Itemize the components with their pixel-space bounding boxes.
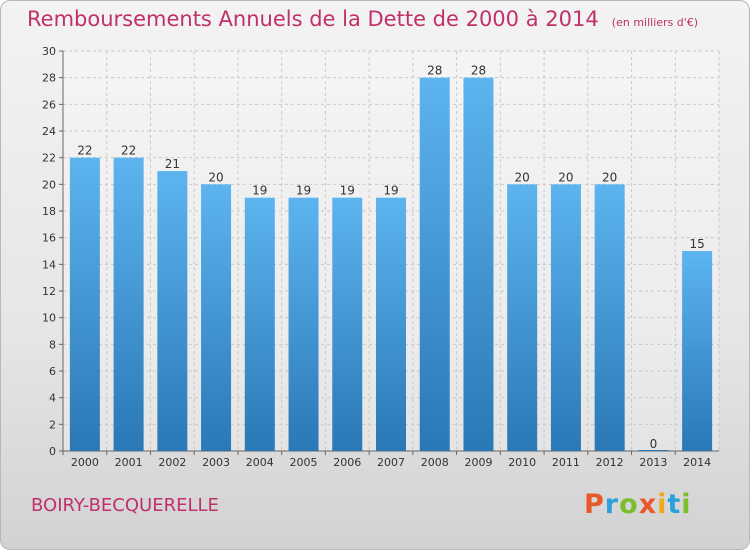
bar <box>244 197 275 451</box>
y-tick-label: 8 <box>49 338 56 351</box>
logo-letter: i <box>681 489 692 520</box>
bar-value-label: 20 <box>208 170 223 184</box>
bar <box>332 197 363 451</box>
x-tick-label: 2002 <box>158 456 186 469</box>
bar-value-label: 19 <box>383 184 398 198</box>
bars <box>69 77 713 452</box>
x-tick-label: 2004 <box>246 456 274 469</box>
y-tick-label: 28 <box>42 72 56 85</box>
x-tick-label: 2009 <box>464 456 492 469</box>
y-tick-label: 24 <box>42 125 56 138</box>
y-tick-label: 16 <box>42 232 56 245</box>
bar-value-label: 0 <box>650 437 658 451</box>
bar-value-label: 19 <box>296 184 311 198</box>
bar <box>288 197 319 451</box>
labels: 0246810121416182022242628302220002220012… <box>42 45 711 469</box>
bar <box>113 157 144 451</box>
bar-value-label: 28 <box>427 64 442 78</box>
y-tick-label: 20 <box>42 178 56 191</box>
y-tick-label: 14 <box>42 258 56 271</box>
bar-value-label: 15 <box>689 237 704 251</box>
logo-letter: r <box>604 489 620 520</box>
bar <box>419 77 450 452</box>
bar <box>157 171 188 451</box>
y-tick-label: 10 <box>42 312 56 325</box>
bar <box>594 184 625 452</box>
y-tick-label: 2 <box>49 418 56 431</box>
bar-value-label: 21 <box>165 157 180 171</box>
x-tick-label: 2000 <box>71 456 99 469</box>
y-tick-label: 22 <box>42 152 56 165</box>
bar <box>69 157 100 451</box>
y-tick-label: 18 <box>42 205 56 218</box>
logo-letter: P <box>584 489 605 520</box>
x-tick-label: 2011 <box>552 456 580 469</box>
chart-title: Remboursements Annuels de la Dette de 20… <box>27 7 599 31</box>
bar-value-label: 22 <box>121 144 136 158</box>
x-tick-label: 2013 <box>639 456 667 469</box>
chart-subtitle: (en milliers d'€) <box>611 16 699 29</box>
y-tick-label: 30 <box>42 45 56 58</box>
title-row: Remboursements Annuels de la Dette de 20… <box>27 7 698 31</box>
proxiti-logo: Proxiti <box>584 489 692 520</box>
logo-letter: i <box>657 489 668 520</box>
bar <box>201 184 232 452</box>
x-tick-label: 2014 <box>683 456 711 469</box>
y-tick-label: 26 <box>42 98 56 111</box>
x-tick-label: 2001 <box>115 456 143 469</box>
bar-value-label: 22 <box>77 144 92 158</box>
y-tick-label: 4 <box>49 392 56 405</box>
x-tick-label: 2010 <box>508 456 536 469</box>
bar-value-label: 19 <box>340 184 355 198</box>
x-tick-label: 2005 <box>290 456 318 469</box>
y-tick-label: 0 <box>49 445 56 458</box>
bar <box>463 77 494 452</box>
x-tick-label: 2003 <box>202 456 230 469</box>
x-tick-label: 2006 <box>333 456 361 469</box>
x-tick-label: 2012 <box>596 456 624 469</box>
y-tick-label: 12 <box>42 285 56 298</box>
bar-value-label: 20 <box>558 170 573 184</box>
commune-name: BOIRY-BECQUERELLE <box>31 495 219 516</box>
bar-value-label: 20 <box>515 170 530 184</box>
bar-value-label: 19 <box>252 184 267 198</box>
x-tick-label: 2008 <box>421 456 449 469</box>
x-tick-label: 2007 <box>377 456 405 469</box>
y-tick-label: 6 <box>49 365 56 378</box>
bar-value-label: 20 <box>602 170 617 184</box>
bar <box>507 184 538 452</box>
logo-letter: o <box>619 489 639 520</box>
logo-letter: x <box>638 489 658 520</box>
logo-letter: t <box>667 489 682 520</box>
bar <box>682 251 713 451</box>
bar <box>550 184 581 452</box>
bar <box>376 197 406 451</box>
bar-value-label: 28 <box>471 64 486 78</box>
